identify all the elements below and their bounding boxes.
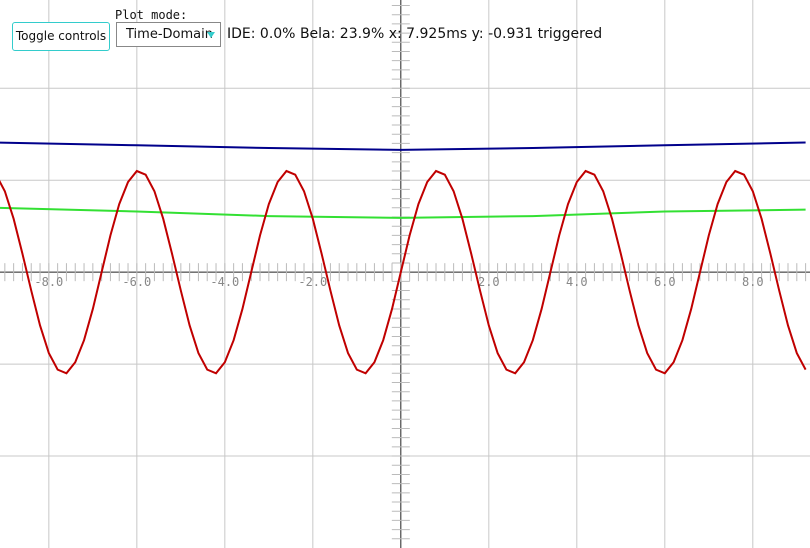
x-tick-label: 6.0 (654, 275, 676, 289)
x-tick-label: -6.0 (122, 275, 151, 289)
trace (0, 206, 806, 219)
x-tick-label: 8.0 (742, 275, 764, 289)
x-tick-label: -8.0 (34, 275, 63, 289)
x-tick-label: 2.0 (478, 275, 500, 289)
plot-mode-select[interactable]: Time-Domain (116, 22, 221, 47)
trace (0, 141, 806, 151)
status-text: IDE: 0.0% Bela: 23.9% x: 7.925ms y: -0.9… (227, 26, 603, 42)
x-tick-label: 4.0 (566, 275, 588, 289)
plot-mode-label: Plot mode: (115, 8, 188, 22)
dropdown-caret (207, 32, 215, 38)
plot-mode-value: Time-Domain (126, 27, 213, 42)
x-tick-label: -4.0 (210, 275, 239, 289)
toggle-controls-button[interactable]: Toggle controls (12, 22, 110, 51)
x-tick-label: -2.0 (298, 275, 327, 289)
trace (0, 169, 807, 375)
